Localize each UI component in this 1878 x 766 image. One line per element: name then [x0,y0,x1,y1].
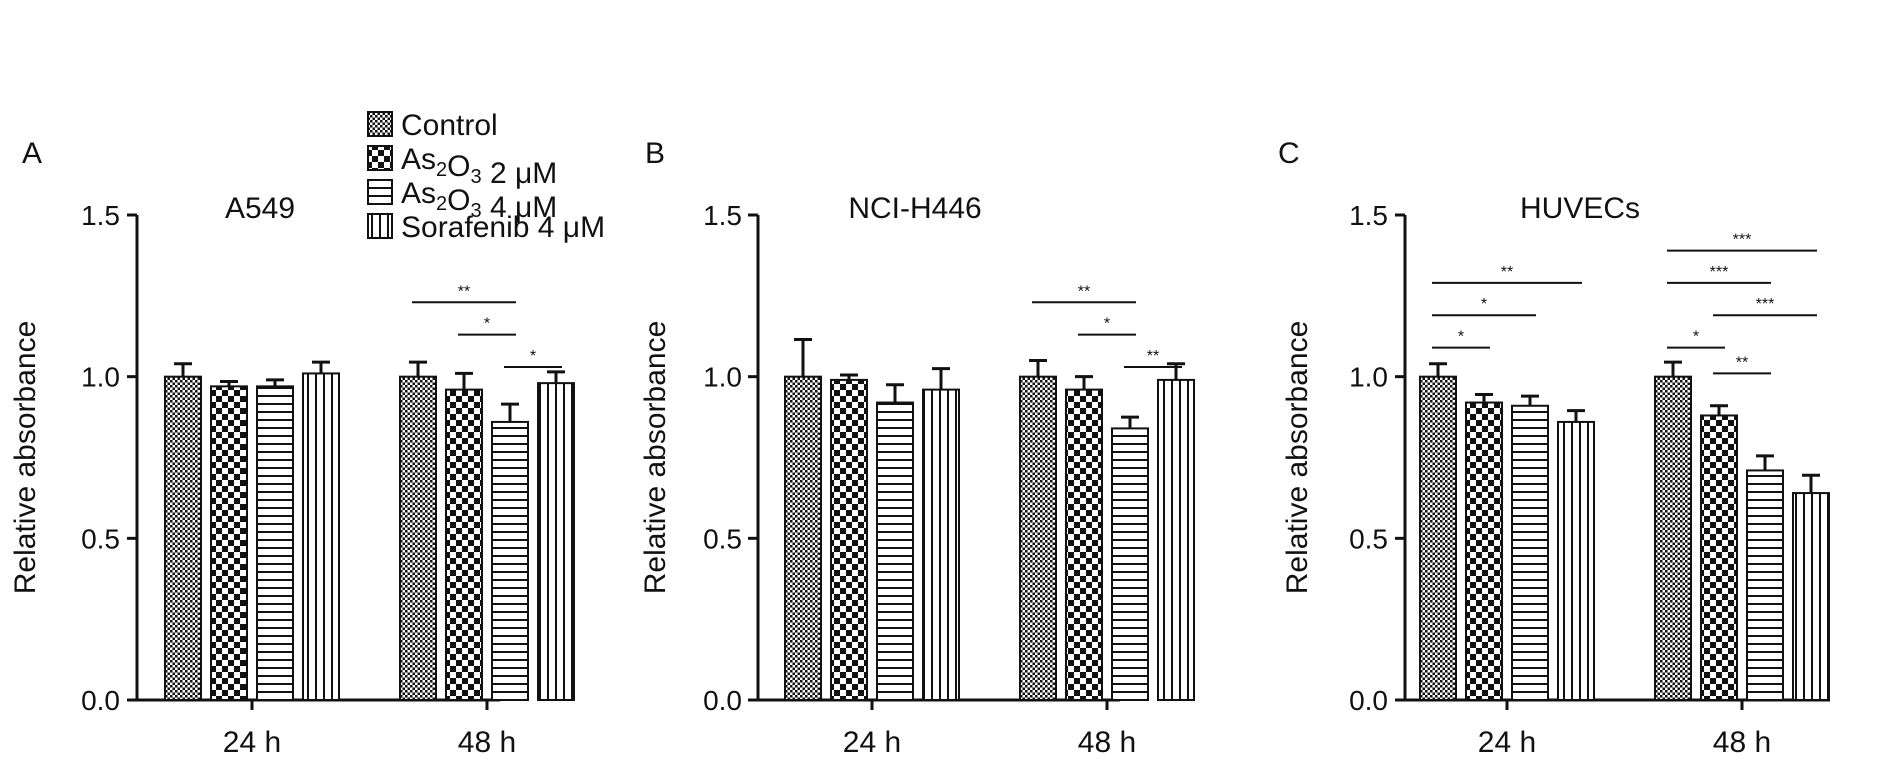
significance-label: * [1104,316,1110,333]
bar-as2o3_2 [830,378,868,701]
y-tick-label: 0.5 [1349,523,1388,554]
bar-control [784,375,822,701]
x-tick-label: 48 h [1713,726,1771,759]
bar-as2o3_2 [210,385,248,701]
legend-label-sorafenib_4: Sorafenib 4 μM [401,211,605,244]
bar-as2o3_2 [1465,401,1503,701]
legend-label-as2o3_4: As2O3 4 μM [401,177,557,224]
bar-as2o3_2 [1700,414,1738,701]
panel-b: B NCI-H446 Relative absorbance 0.0 0.5 1.0 1.5… [639,137,1195,759]
y-tick-label: 0.5 [703,523,742,554]
y-tick-label: 1.5 [81,200,120,231]
legend-swatch-sorafenib_4 [367,213,393,239]
bar-sorafenib_4 [302,372,340,701]
chart-title: A549 [225,192,295,225]
bar-as2o3_4 [491,420,529,701]
panel-label: B [645,137,665,170]
chart-title: HUVECs [1520,192,1640,225]
y-tick-label: 1.5 [1349,200,1388,231]
significance-label: *** [1733,232,1752,249]
significance-label: ** [1147,348,1159,365]
chart-title: NCI-H446 [848,192,981,225]
panel-label: C [1278,137,1300,170]
bar-sorafenib_4 [922,388,960,701]
bar-as2o3_2 [445,388,483,701]
x-tick-label: 48 h [458,726,516,759]
significance-label: * [484,316,490,333]
significance-label: * [1693,329,1699,346]
panel-label: A [22,137,42,170]
bar-sorafenib_4 [1557,420,1595,701]
y-axis-label: Relative absorbance [1281,321,1314,595]
legend-label-as2o3_2: As2O3 2 μM [401,143,557,190]
x-tick-label: 48 h [1078,726,1136,759]
y-tick-label: 0.5 [81,523,120,554]
bar-as2o3_4 [256,385,294,701]
y-tick-label: 0.0 [1349,685,1388,716]
bar-control [1419,375,1457,701]
bar-as2o3_2 [1065,388,1103,701]
bar-sorafenib_4 [1157,378,1195,701]
significance-label: ** [458,283,470,300]
y-tick-label: 1.5 [703,200,742,231]
bar-control [164,375,202,701]
bar-as2o3_4 [876,401,914,701]
bar-as2o3_4 [1111,427,1149,701]
x-tick-label: 24 h [1478,726,1536,759]
legend-swatch-control [367,111,393,137]
legend-label-control: Control [401,109,498,142]
bar-sorafenib_4 [1792,492,1830,702]
x-tick-label: 24 h [843,726,901,759]
bar-control [399,375,437,701]
panel-c: C HUVECs Relative absorbance 0.0 0.5 1.0 1.5 24… [1278,137,1830,759]
significance-label: ** [1078,283,1090,300]
significance-label: ** [1501,264,1513,281]
bar-sorafenib_4 [537,382,575,701]
bar-as2o3_4 [1511,404,1549,701]
significance-label: * [1481,296,1487,313]
bar-control [1654,375,1692,701]
y-tick-label: 1.0 [81,362,120,393]
bar-control [1019,375,1057,701]
bar-as2o3_4 [1746,469,1784,701]
y-axis-label: Relative absorbance [639,321,672,595]
legend-swatch-as2o3_4 [367,179,393,205]
panel-a: A A549 Relative absorbance 0.0 0.5 1.0 1.5 24 h… [9,137,575,759]
significance-label: * [530,348,536,365]
significance-label: *** [1756,296,1775,313]
y-tick-label: 0.0 [81,685,120,716]
legend-swatch-as2o3_2 [367,145,393,171]
significance-label: *** [1710,264,1729,281]
significance-label: * [1458,329,1464,346]
significance-label: ** [1736,354,1748,371]
y-tick-label: 0.0 [703,685,742,716]
y-tick-label: 1.0 [703,362,742,393]
y-tick-label: 1.0 [1349,362,1388,393]
x-tick-label: 24 h [223,726,281,759]
y-axis-label: Relative absorbance [9,321,42,595]
